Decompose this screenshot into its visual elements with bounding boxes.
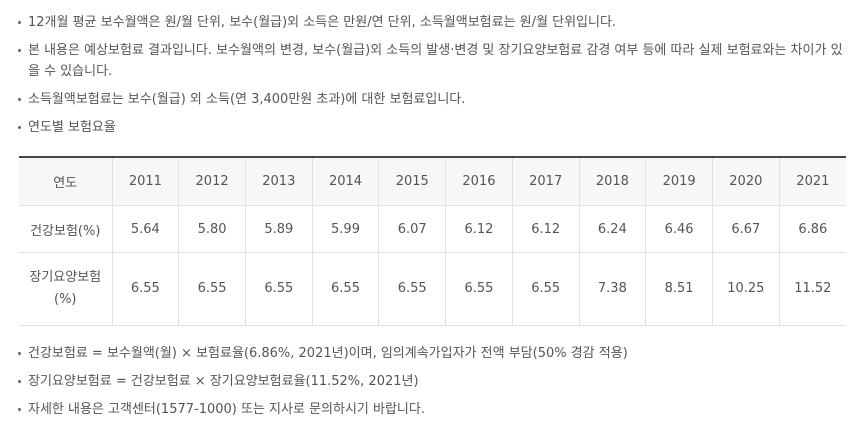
row-label-line: 장기요양보험	[29, 270, 102, 285]
table-cell: 11.52	[778, 252, 846, 326]
table-cell: 6.55	[311, 252, 379, 326]
column-header-year: 2012	[178, 157, 246, 206]
table-cell: 6.55	[445, 252, 513, 326]
table-cell: 6.12	[445, 205, 513, 253]
column-header-year: 2014	[311, 157, 379, 206]
column-header-year: 2021	[778, 157, 846, 206]
note-item: 소득월액보험료는 보수(월급) 외 소득(연 3,400만원 초과)에 대한 보…	[14, 89, 850, 110]
table-cell: 6.24	[578, 205, 646, 253]
bullet-icon	[18, 98, 21, 101]
table-row-long-term-care: 장기요양보험 (%) 6.55 6.55 6.55 6.55 6.55 6.55…	[19, 252, 846, 326]
bullet-icon	[18, 126, 21, 129]
table-cell: 7.38	[578, 252, 646, 326]
note-text: 연도별 보험요율	[28, 120, 116, 135]
column-header-year: 2011	[111, 157, 179, 206]
note-text: 자세한 내용은 고객센터(1577-1000) 또는 지사로 문의하시기 바랍니…	[28, 402, 425, 417]
row-label: 건강보험(%)	[19, 205, 112, 253]
table-cell: 6.55	[111, 252, 179, 326]
column-header-year: 2013	[244, 157, 313, 206]
table-cell: 6.86	[778, 205, 846, 253]
note-text: 12개월 평균 보수월액은 원/월 단위, 보수(월급)외 소득은 만원/연 단…	[28, 15, 617, 30]
bullet-icon	[18, 380, 21, 383]
note-item: 자세한 내용은 고객센터(1577-1000) 또는 지사로 문의하시기 바랍니…	[14, 399, 850, 420]
bullet-icon	[18, 352, 21, 355]
note-text: 장기요양보험료 = 건강보험료 × 장기요양보험료율(11.52%, 2021년…	[28, 374, 419, 389]
column-header-year: 2019	[645, 157, 713, 206]
bottom-notes-list: 건강보험료 = 보수월액(월) × 보험료율(6.86%, 2021년)이며, …	[14, 343, 850, 427]
note-item: 장기요양보험료 = 건강보험료 × 장기요양보험료율(11.52%, 2021년…	[14, 371, 850, 392]
table-cell: 6.55	[178, 252, 246, 326]
table-cell: 6.55	[244, 252, 313, 326]
table-cell: 10.25	[711, 252, 780, 326]
table-cell: 6.07	[378, 205, 446, 253]
note-item: 연도별 보험요율	[14, 117, 850, 138]
table-header-row: 연도 2011 2012 2013 2014 2015 2016 2017 20…	[19, 157, 846, 206]
note-item: 건강보험료 = 보수월액(월) × 보험료율(6.86%, 2021년)이며, …	[14, 343, 850, 364]
table-cell: 6.46	[645, 205, 713, 253]
top-notes-list: 12개월 평균 보수월액은 원/월 단위, 보수(월급)외 소득은 만원/연 단…	[14, 12, 850, 145]
table-cell: 5.80	[178, 205, 246, 253]
rate-table: 연도 2011 2012 2013 2014 2015 2016 2017 20…	[19, 156, 846, 326]
bullet-icon	[18, 21, 21, 24]
table-cell: 5.89	[244, 205, 313, 253]
table-cell: 6.67	[711, 205, 780, 253]
bullet-icon	[18, 408, 21, 411]
table-cell: 8.51	[645, 252, 713, 326]
column-header-year: 2015	[378, 157, 446, 206]
row-label: 장기요양보험 (%)	[19, 252, 112, 326]
note-text: 소득월액보험료는 보수(월급) 외 소득(연 3,400만원 초과)에 대한 보…	[28, 92, 466, 107]
note-text: 건강보험료 = 보수월액(월) × 보험료율(6.86%, 2021년)이며, …	[28, 346, 628, 361]
column-header-year: 2016	[445, 157, 513, 206]
column-header-year: 2017	[511, 157, 580, 206]
rate-table-wrapper: 연도 2011 2012 2013 2014 2015 2016 2017 20…	[19, 156, 846, 326]
table-cell: 6.55	[511, 252, 580, 326]
note-item: 본 내용은 예상보험료 결과입니다. 보수월액의 변경, 보수(월급)외 소득의…	[14, 40, 850, 82]
column-header-year: 2020	[711, 157, 780, 206]
row-label-line: (%)	[54, 292, 77, 307]
bullet-icon	[18, 49, 21, 52]
table-cell: 5.99	[311, 205, 379, 253]
column-header-year-label: 연도	[19, 157, 112, 206]
table-row-health-insurance: 건강보험(%) 5.64 5.80 5.89 5.99 6.07 6.12 6.…	[19, 205, 846, 253]
table-cell: 5.64	[111, 205, 179, 253]
note-text: 본 내용은 예상보험료 결과입니다. 보수월액의 변경, 보수(월급)외 소득의…	[28, 43, 843, 79]
note-item: 12개월 평균 보수월액은 원/월 단위, 보수(월급)외 소득은 만원/연 단…	[14, 12, 850, 33]
table-cell: 6.12	[511, 205, 580, 253]
column-header-year: 2018	[578, 157, 646, 206]
table-cell: 6.55	[378, 252, 446, 326]
